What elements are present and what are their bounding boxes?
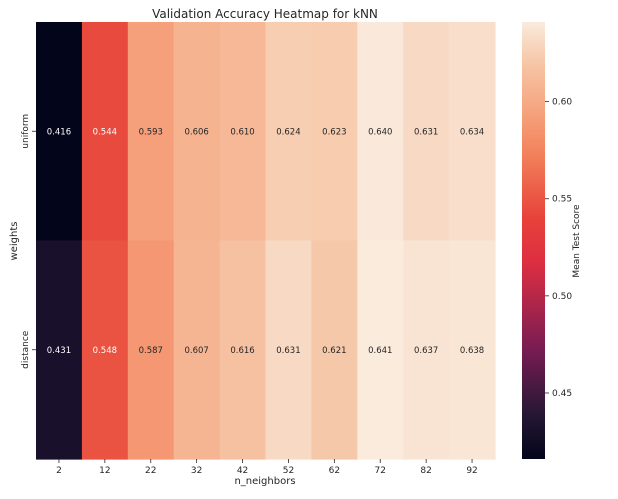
- colorbar-gradient: [522, 22, 545, 459]
- y-axis-ticks: uniform distance: [21, 114, 36, 369]
- heatmap-cell: [173, 22, 221, 242]
- cell-value-label: 0.624: [276, 127, 300, 137]
- x-tick-label: 92: [466, 466, 477, 476]
- heatmap-cell: [449, 22, 496, 242]
- cell-value-label: 0.593: [139, 127, 163, 137]
- heatmap-cells: [36, 22, 496, 460]
- x-axis-label: n_neighbors: [234, 476, 295, 487]
- colorbar-tick-label: 0.60: [552, 98, 572, 108]
- heatmap-cell: [357, 240, 404, 460]
- colorbar-tick-label: 0.55: [552, 195, 572, 205]
- y-tick-label: uniform: [21, 114, 31, 149]
- cell-value-label: 0.621: [322, 346, 346, 356]
- heatmap-cell: [219, 240, 267, 460]
- cell-value-label: 0.544: [93, 127, 117, 137]
- colorbar: 0.45 0.50 0.55 0.60 Mean Test Score: [522, 22, 582, 459]
- heatmap-cell: [311, 22, 358, 242]
- y-tick-label: distance: [21, 330, 31, 369]
- x-tick-label: 42: [237, 466, 248, 476]
- x-tick-label: 2: [56, 466, 62, 476]
- x-tick-label: 72: [375, 466, 386, 476]
- y-axis-label: weights: [9, 222, 20, 261]
- cell-value-label: 0.610: [230, 127, 254, 137]
- heatmap-cell: [219, 22, 267, 242]
- heatmap-cell: [36, 240, 83, 460]
- x-tick-label: 82: [420, 466, 431, 476]
- heatmap-cell: [127, 22, 175, 242]
- x-tick-label: 32: [191, 466, 202, 476]
- cell-value-label: 0.616: [230, 346, 254, 356]
- heatmap-cell: [357, 22, 404, 242]
- cell-value-label: 0.587: [139, 346, 163, 356]
- heatmap-cell: [173, 240, 221, 460]
- colorbar-label: Mean Test Score: [572, 204, 582, 278]
- cell-value-label: 0.548: [93, 346, 117, 356]
- cell-value-label: 0.634: [460, 127, 484, 137]
- cell-value-label: 0.638: [460, 346, 484, 356]
- x-tick-label: 22: [145, 466, 156, 476]
- heatmap-cell: [449, 240, 496, 460]
- heatmap-cell: [81, 240, 129, 460]
- cell-value-label: 0.631: [276, 346, 300, 356]
- heatmap-cell: [265, 240, 312, 460]
- cell-value-label: 0.641: [368, 346, 392, 356]
- x-tick-label: 12: [99, 466, 110, 476]
- colorbar-ticks: 0.45 0.50 0.55 0.60: [545, 98, 572, 399]
- cell-value-label: 0.431: [47, 346, 71, 356]
- cell-value-label: 0.623: [322, 127, 346, 137]
- heatmap-cell: [127, 240, 175, 460]
- chart-title: Validation Accuracy Heatmap for kNN: [152, 7, 378, 21]
- heatmap-cell: [36, 22, 83, 242]
- x-axis-ticks: 2 12 22 32 42 52 62 72 82 92: [56, 459, 478, 476]
- heatmap-cell: [265, 22, 312, 242]
- heatmap-cell: [311, 240, 358, 460]
- cell-value-label: 0.606: [184, 127, 208, 137]
- heatmap-cell: [403, 240, 450, 460]
- x-tick-label: 62: [329, 466, 340, 476]
- heatmap-cell: [81, 22, 129, 242]
- cell-value-label: 0.640: [368, 127, 392, 137]
- colorbar-tick-label: 0.45: [552, 389, 572, 399]
- x-tick-label: 52: [283, 466, 294, 476]
- cell-value-label: 0.607: [184, 346, 208, 356]
- heatmap-cell: [403, 22, 450, 242]
- cell-value-label: 0.637: [414, 346, 438, 356]
- heatmap-cell-labels: 0.416 0.544 0.593 0.606 0.610 0.624 0.623 0.640…: [47, 127, 484, 356]
- colorbar-tick-label: 0.50: [552, 292, 572, 302]
- cell-value-label: 0.631: [414, 127, 438, 137]
- cell-value-label: 0.416: [47, 127, 71, 137]
